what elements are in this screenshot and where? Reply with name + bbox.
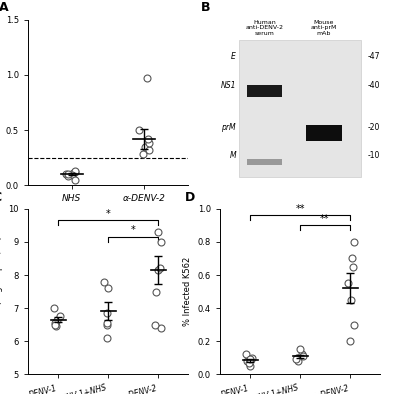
Y-axis label: % Infected K562: % Infected K562	[183, 257, 192, 326]
Text: -40: -40	[367, 82, 380, 90]
FancyBboxPatch shape	[306, 125, 342, 141]
Text: D: D	[185, 191, 195, 204]
Y-axis label: Viral load (Log₁₀copies/ml): Viral load (Log₁₀copies/ml)	[0, 236, 3, 347]
Text: E: E	[231, 52, 236, 61]
Text: M: M	[229, 151, 236, 160]
FancyBboxPatch shape	[239, 39, 361, 177]
Text: -20: -20	[367, 123, 380, 132]
Text: A: A	[0, 2, 9, 15]
Text: -47: -47	[367, 52, 380, 61]
Text: prM: prM	[221, 123, 236, 132]
FancyBboxPatch shape	[247, 85, 282, 97]
Text: NS1: NS1	[220, 82, 236, 90]
Text: B: B	[201, 2, 210, 15]
Text: **: **	[295, 204, 305, 214]
Text: -10: -10	[367, 151, 380, 160]
Text: *: *	[106, 209, 110, 219]
Text: *: *	[131, 225, 135, 235]
Text: C: C	[0, 191, 2, 204]
Text: Mouse
anti-prM
mAb: Mouse anti-prM mAb	[311, 20, 337, 36]
Text: Human
anti-DENV-2
serum: Human anti-DENV-2 serum	[246, 20, 284, 36]
FancyBboxPatch shape	[247, 159, 282, 165]
Text: **: **	[320, 214, 330, 224]
